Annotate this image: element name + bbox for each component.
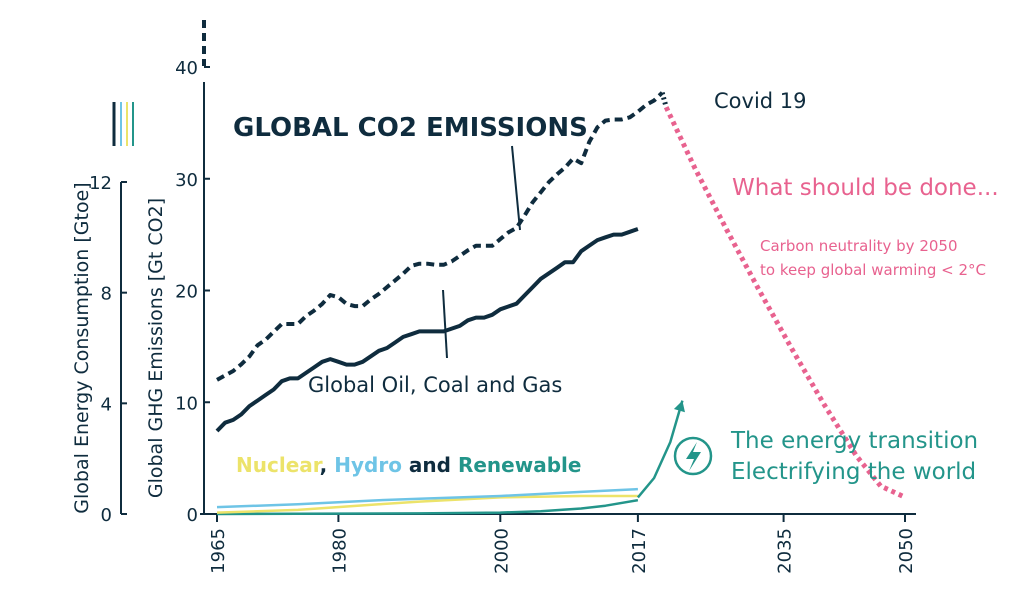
transition-arrow-head bbox=[673, 400, 685, 413]
chart-title: GLOBAL CO2 EMISSIONS bbox=[233, 113, 588, 143]
transition-label-line1: The energy transition bbox=[730, 428, 978, 454]
nuclear-line bbox=[216, 494, 638, 514]
right-tick-label: 40 bbox=[175, 58, 198, 79]
left-tick-label: 8 bbox=[101, 284, 112, 305]
right-tick-label: 30 bbox=[175, 170, 198, 191]
low-carbon-label: Nuclear, Hydro and Renewable bbox=[236, 453, 581, 477]
left-tick-label: 0 bbox=[101, 505, 112, 526]
left-axis-ticks: 0 4 8 12 bbox=[89, 173, 127, 526]
hydro-label: Hydro bbox=[334, 453, 402, 477]
left-tick-label: 12 bbox=[89, 173, 112, 194]
nuclear-label: Nuclear bbox=[236, 453, 323, 477]
right-tick-label: 0 bbox=[187, 505, 198, 526]
hydro-line bbox=[216, 487, 638, 509]
x-tick-label: 2050 bbox=[896, 528, 917, 574]
renewable-label: Renewable bbox=[458, 453, 581, 477]
x-tick-label: 2017 bbox=[629, 528, 650, 574]
left-axis-title: Global Energy Consumption [Gtoe] bbox=[71, 182, 93, 513]
x-axis-ticks: 1965 1980 2000 2017 2035 2050 bbox=[208, 514, 917, 574]
and-label: and bbox=[409, 453, 451, 477]
right-axis-title: Global GHG Emissions [Gt CO2] bbox=[145, 198, 167, 498]
fossil-label: Global Oil, Coal and Gas bbox=[308, 373, 562, 397]
x-tick-label: 1980 bbox=[329, 528, 350, 574]
co2-line bbox=[216, 91, 664, 382]
left-tick-label: 4 bbox=[101, 394, 112, 415]
comma-label: , bbox=[320, 453, 328, 477]
neutrality-label-line1: Carbon neutrality by 2050 bbox=[760, 237, 958, 255]
fossil-leader-line bbox=[442, 289, 448, 359]
fossil-line bbox=[215, 227, 639, 433]
series-layer bbox=[215, 91, 907, 516]
neutrality-label-line2: to keep global warming < 2°C bbox=[760, 261, 986, 279]
right-tick-label: 10 bbox=[175, 393, 198, 414]
co2-leader-line bbox=[511, 145, 521, 231]
x-tick-label: 2000 bbox=[491, 528, 512, 574]
right-axis-ticks: 0 10 20 30 40 bbox=[175, 58, 210, 526]
x-tick-label: 2035 bbox=[775, 528, 796, 574]
target-line bbox=[663, 106, 907, 500]
renewable-line bbox=[216, 498, 639, 516]
lightning-icon bbox=[673, 436, 713, 476]
right-tick-label: 20 bbox=[175, 282, 198, 303]
x-tick-label: 1965 bbox=[208, 528, 229, 574]
transition-label-line2: Electrifying the world bbox=[731, 459, 976, 485]
transition-arrow bbox=[636, 400, 684, 499]
covid-label: Covid 19 bbox=[714, 89, 807, 113]
should-label: What should be done... bbox=[732, 175, 999, 201]
legend-bars bbox=[112, 102, 134, 146]
